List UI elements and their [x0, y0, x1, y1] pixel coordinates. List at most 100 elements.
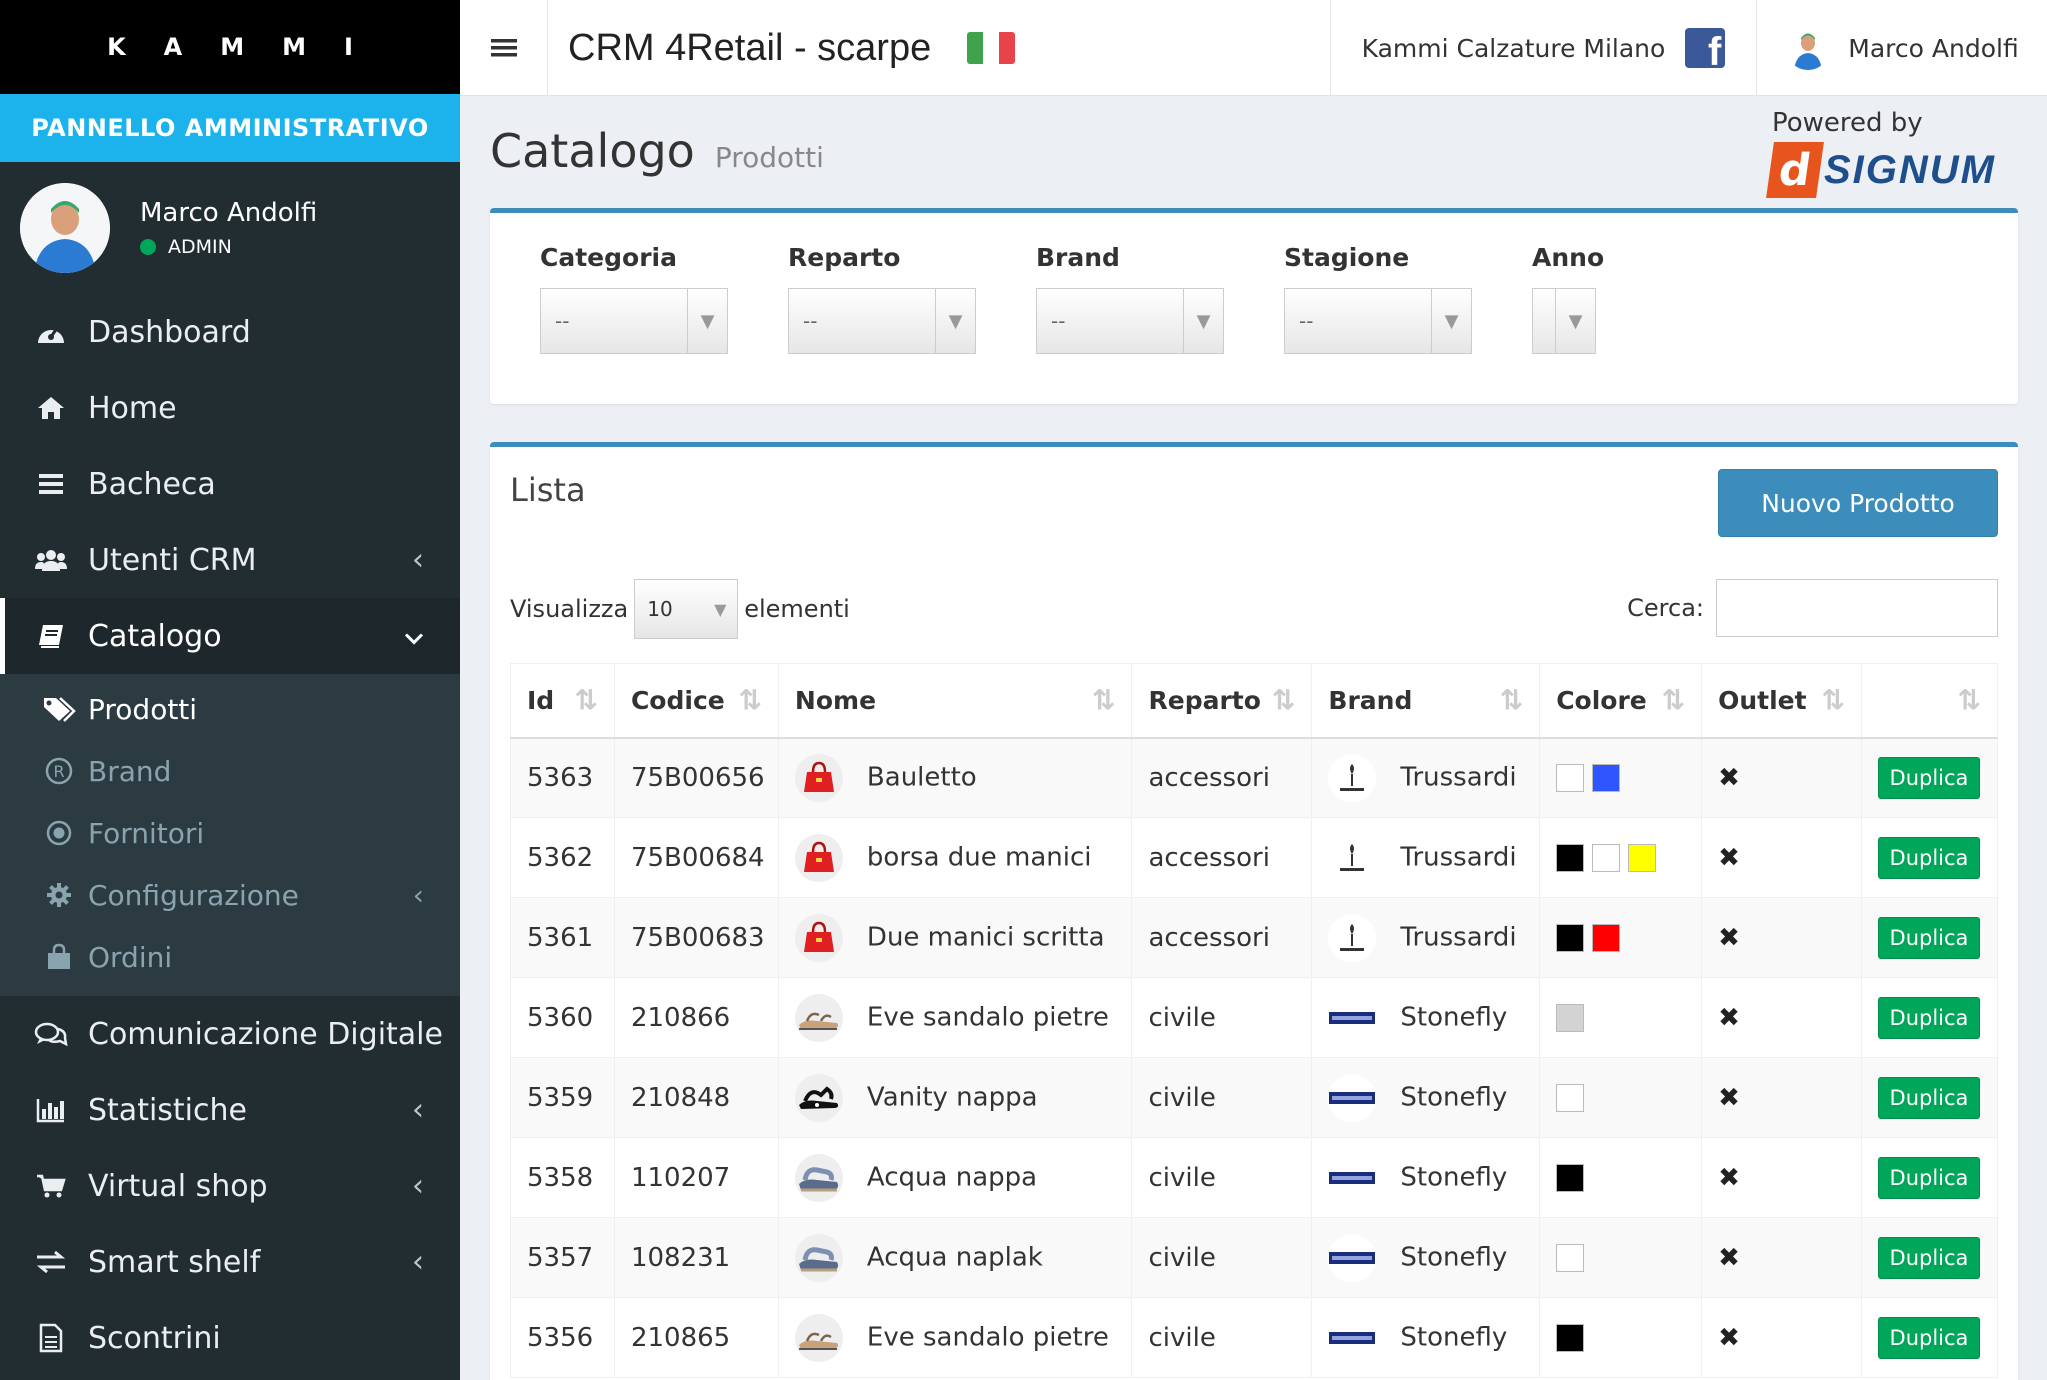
- cell-brand: Stonefly: [1311, 1057, 1541, 1138]
- cell-outlet: ✖: [1701, 1217, 1862, 1298]
- sidebar-item-label: Catalogo: [88, 618, 222, 654]
- product-thumbnail[interactable]: [794, 1073, 843, 1122]
- column-label: Reparto: [1148, 685, 1261, 715]
- column-header-id[interactable]: Id ⇅: [510, 663, 615, 739]
- product-thumbnail[interactable]: [794, 833, 843, 882]
- app-title-text: CRM 4Retail - scarpe: [568, 26, 932, 69]
- color-swatch: [1556, 1324, 1585, 1352]
- cell-id: 5363: [510, 737, 615, 818]
- column-header-reparto[interactable]: Reparto ⇅: [1131, 663, 1313, 739]
- product-thumbnail[interactable]: [794, 1233, 843, 1282]
- sidebar-toggle-button[interactable]: [460, 0, 548, 96]
- table-row[interactable]: 5358 110207 Acqua nappa civile Stonefly ✖ Dupl…: [510, 1137, 1999, 1218]
- column-header-outlet[interactable]: Outlet ⇅: [1701, 663, 1862, 739]
- chevron-left-icon: ‹: [412, 1168, 424, 1204]
- table-row[interactable]: 5361 75B00683 Due manici scritta accessori T…: [510, 897, 1999, 978]
- table-row[interactable]: 5360 210866 Eve sandalo pietre civile Stonef…: [510, 977, 1999, 1058]
- cell-reparto: civile: [1131, 1137, 1313, 1218]
- close-icon: ✖: [1718, 1242, 1740, 1273]
- categoria-select[interactable]: -- ▼: [540, 288, 728, 354]
- page-length-select[interactable]: 10 ▼: [634, 579, 739, 639]
- sidebar-subitem-prodotti[interactable]: Prodotti: [0, 678, 460, 740]
- product-thumbnail[interactable]: [794, 1313, 843, 1362]
- sidebar-item-utenti-crm[interactable]: Utenti CRM ‹: [0, 522, 460, 598]
- close-icon: ✖: [1718, 1002, 1740, 1033]
- table-row[interactable]: 5356 210865 Eve sandalo pietre civile Stonef…: [510, 1297, 1999, 1378]
- cell-id: 5362: [510, 817, 615, 898]
- product-thumbnail[interactable]: [794, 913, 843, 962]
- duplicate-button[interactable]: Duplica: [1877, 1076, 1980, 1119]
- sidebar-item-catalogo[interactable]: Catalogo: [0, 598, 460, 674]
- italy-flag-icon[interactable]: [967, 32, 1016, 64]
- duplicate-button[interactable]: Duplica: [1877, 1236, 1980, 1279]
- column-header-actions[interactable]: ⇅: [1860, 663, 1999, 739]
- store-link[interactable]: Kammi Calzature Milano f: [1330, 0, 1757, 96]
- brand-name: Stonefly: [1400, 1242, 1508, 1272]
- filter-label: Categoria: [540, 243, 677, 272]
- reparto-select[interactable]: -- ▼: [788, 288, 976, 354]
- sidebar-item-comunicazione-digitale[interactable]: Comunicazione Digitale: [0, 996, 460, 1072]
- comments-icon: [34, 1021, 68, 1047]
- sidebar-subitem-fornitori[interactable]: Fornitori: [0, 802, 460, 864]
- brand-name: Stonefly: [1400, 1162, 1508, 1192]
- sidebar-item-home[interactable]: Home: [0, 370, 460, 446]
- filter-label: Anno: [1532, 243, 1605, 272]
- table-row[interactable]: 5362 75B00684 borsa due manici accessori Tru…: [510, 817, 1999, 898]
- table-row[interactable]: 5357 108231 Acqua naplak civile Stonefly ✖ Dup…: [510, 1217, 1999, 1298]
- table-row[interactable]: 5359 210848 Vanity nappa civile Stonefly ✖ Dup…: [510, 1057, 1999, 1138]
- sidebar-item-virtual-shop[interactable]: Virtual shop ‹: [0, 1148, 460, 1224]
- column-header-colore[interactable]: Colore ⇅: [1539, 663, 1703, 739]
- duplicate-button[interactable]: Duplica: [1877, 1156, 1980, 1199]
- color-swatch: [1556, 1084, 1585, 1112]
- cell-colore: [1539, 897, 1703, 978]
- sidebar-item-label: Utenti CRM: [88, 542, 257, 578]
- app-title: CRM 4Retail - scarpe: [568, 0, 1016, 96]
- product-name: Vanity nappa: [866, 1082, 1038, 1112]
- product-thumbnail[interactable]: [794, 993, 843, 1042]
- brand-select[interactable]: -- ▼: [1036, 288, 1224, 354]
- new-product-button[interactable]: Nuovo Prodotto: [1718, 469, 1998, 537]
- sidebar-subitem-configurazione[interactable]: Configurazione ‹: [0, 864, 460, 926]
- sidebar-item-scontrini[interactable]: Scontrini: [0, 1300, 460, 1376]
- cell-nome: Acqua nappa: [777, 1137, 1133, 1218]
- facebook-icon[interactable]: f: [1685, 28, 1726, 68]
- tags-icon: [42, 696, 76, 722]
- column-header-brand[interactable]: Brand ⇅: [1311, 663, 1541, 739]
- sidebar-subitem-ordini[interactable]: Ordini: [0, 926, 460, 988]
- user-menu[interactable]: Marco Andolfi: [1758, 0, 2047, 96]
- search-input[interactable]: [1716, 579, 1998, 637]
- user-menu-name: Marco Andolfi: [1848, 33, 2019, 63]
- sidebar-item-statistiche[interactable]: Statistiche ‹: [0, 1072, 460, 1148]
- anno-select[interactable]: ▼: [1532, 288, 1596, 354]
- color-swatch: [1556, 764, 1585, 793]
- duplicate-button[interactable]: Duplica: [1877, 996, 1980, 1039]
- sidebar-subitem-brand[interactable]: R Brand: [0, 740, 460, 802]
- sidebar-item-label: Bacheca: [88, 466, 216, 502]
- stagione-select[interactable]: -- ▼: [1284, 288, 1472, 354]
- sort-icon: ⇅: [1499, 683, 1524, 717]
- product-thumbnail[interactable]: [794, 1153, 843, 1202]
- sidebar-item-dashboard[interactable]: Dashboard: [0, 294, 460, 370]
- sidebar-subitem-label: Configurazione: [88, 878, 299, 912]
- cell-colore: [1539, 977, 1703, 1058]
- cell-actions: Duplica: [1860, 977, 1999, 1058]
- duplicate-button[interactable]: Duplica: [1877, 1316, 1980, 1359]
- product-thumbnail[interactable]: [794, 753, 843, 802]
- logo-bar[interactable]: KAMMI: [0, 0, 460, 94]
- filter-categoria: Categoria -- ▼: [540, 243, 728, 354]
- table-row[interactable]: 5363 75B00656 Bauletto accessori Trussardi ✖ D…: [510, 737, 1999, 818]
- products-table: Id ⇅ Codice ⇅ Nome ⇅ Reparto ⇅ Brand ⇅ Colore…: [510, 663, 1999, 1378]
- color-swatch: [1592, 924, 1621, 952]
- duplicate-button[interactable]: Duplica: [1877, 756, 1980, 799]
- dsignum-logo[interactable]: d SIGNUM: [1766, 142, 2030, 198]
- cell-colore: [1539, 817, 1703, 898]
- column-header-nome[interactable]: Nome ⇅: [777, 663, 1133, 739]
- sidebar-item-bacheca[interactable]: Bacheca: [0, 446, 460, 522]
- duplicate-button[interactable]: Duplica: [1877, 916, 1980, 959]
- cell-colore: [1539, 1217, 1703, 1298]
- duplicate-button[interactable]: Duplica: [1877, 836, 1980, 879]
- brand-logo-thumbnail: [1328, 913, 1377, 962]
- table-header-row: Id ⇅ Codice ⇅ Nome ⇅ Reparto ⇅ Brand ⇅ Colore…: [510, 663, 1999, 739]
- sidebar-item-smart-shelf[interactable]: Smart shelf ‹: [0, 1224, 460, 1300]
- column-header-codice[interactable]: Codice ⇅: [613, 663, 779, 739]
